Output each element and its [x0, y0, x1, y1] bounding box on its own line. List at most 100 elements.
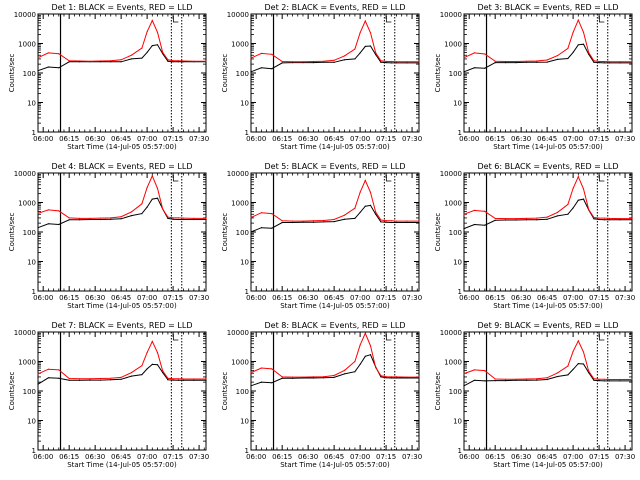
lld-point	[193, 217, 195, 219]
events-point	[395, 221, 398, 224]
events-point	[130, 375, 133, 377]
lld-point	[354, 360, 356, 363]
panel-title: Det 4: BLACK = Events, RED = LLD	[52, 162, 193, 171]
events-point	[312, 221, 314, 223]
events-point	[515, 62, 517, 64]
lld-point	[603, 60, 605, 63]
events-point	[631, 380, 633, 382]
events-point	[418, 377, 420, 379]
x-tick-label: 06:15	[59, 453, 79, 461]
events-point	[58, 377, 60, 379]
lld-point	[536, 217, 538, 219]
events-point	[193, 379, 195, 381]
lld-point	[130, 211, 133, 213]
x-tick-label: 06:15	[272, 453, 292, 461]
y-tick-label: 1	[245, 288, 249, 296]
lld-point	[515, 378, 517, 380]
events-point	[484, 224, 486, 226]
lld-point	[390, 60, 392, 63]
x-axis-label: Start Time (14-Jul-05 05:57:00)	[493, 461, 603, 469]
y-tick-label: 10	[453, 259, 462, 267]
lld-series-line	[250, 19, 419, 63]
x-tick-label: 06:45	[537, 294, 557, 302]
lld-point	[333, 374, 335, 377]
lld-point	[68, 217, 70, 219]
events-point	[567, 374, 569, 376]
events-point	[271, 227, 273, 229]
y-tick-label: 1000	[18, 200, 36, 208]
lld-point	[333, 59, 335, 61]
panel-title: Det 7: BLACK = Events, RED = LLD	[52, 321, 193, 330]
y-tick-label: 100	[23, 70, 36, 78]
events-point	[364, 205, 366, 207]
events-point	[484, 380, 486, 382]
lld-point	[110, 217, 112, 219]
x-axis-label: Start Time (14-Jul-05 05:57:00)	[493, 302, 603, 310]
lld-point	[494, 60, 496, 62]
y-tick-label: 10	[27, 259, 36, 267]
events-point	[473, 223, 475, 226]
y-axis-label: Counts/sec	[221, 54, 229, 93]
x-tick-label: 07:00	[350, 135, 370, 143]
events-point	[167, 60, 169, 62]
lld-point	[172, 60, 174, 62]
x-tick-label: 06:45	[111, 294, 131, 302]
events-point	[390, 62, 392, 64]
events-point	[364, 355, 366, 357]
x-tick-label: 06:30	[298, 453, 318, 461]
events-point	[603, 380, 605, 382]
lld-point	[162, 208, 164, 210]
events-point	[369, 45, 372, 47]
events-series-line	[463, 43, 632, 73]
events-point	[162, 372, 164, 374]
events-point	[172, 218, 174, 220]
x-tick-label: 07:00	[137, 453, 157, 461]
lld-point	[631, 218, 633, 220]
x-tick-label: 07:30	[615, 135, 635, 143]
lld-series-line	[463, 18, 632, 63]
events-point	[536, 61, 538, 63]
detector-panel: Det 8: BLACK = Events, RED = LLD 1 10 100 10…	[221, 321, 422, 469]
events-point	[505, 62, 507, 64]
events-point	[582, 363, 585, 365]
y-tick-label: 1000	[18, 41, 36, 49]
events-point	[172, 61, 174, 63]
events-point	[463, 228, 465, 230]
lld-point	[418, 220, 420, 222]
lld-point	[302, 376, 304, 378]
events-point	[375, 213, 377, 215]
lld-point	[323, 376, 325, 378]
lld-point	[619, 218, 621, 220]
x-axis-label: Start Time (14-Jul-05 05:57:00)	[280, 461, 390, 469]
lld-point	[58, 210, 60, 212]
x-tick-label: 07:30	[402, 453, 422, 461]
panel-title: Det 9: BLACK = Events, RED = LLD	[478, 321, 619, 330]
lld-point	[151, 175, 153, 177]
events-point	[546, 61, 548, 63]
y-tick-label: 1	[458, 288, 462, 296]
lld-point	[536, 378, 538, 380]
events-point	[369, 204, 372, 206]
lld-point	[292, 61, 294, 63]
x-tick-label: 06:15	[485, 453, 505, 461]
events-point	[130, 215, 133, 217]
lld-point	[598, 60, 600, 63]
lld-point	[572, 31, 574, 33]
events-point	[619, 219, 621, 221]
events-point	[619, 380, 621, 382]
x-axis-label: Start Time (14-Jul-05 05:57:00)	[280, 143, 390, 151]
lld-point	[577, 176, 579, 178]
lld-point	[177, 60, 179, 62]
lld-point	[79, 60, 81, 62]
events-point	[369, 354, 372, 356]
lld-point	[281, 220, 283, 222]
events-point	[406, 62, 408, 64]
lld-point	[375, 52, 377, 54]
events-point	[608, 219, 611, 221]
panel-title: Det 2: BLACK = Events, RED = LLD	[265, 3, 406, 12]
events-point	[463, 71, 465, 73]
lld-point	[110, 60, 112, 62]
x-tick-label: 07:30	[189, 453, 209, 461]
events-point	[110, 61, 112, 63]
events-point	[343, 218, 346, 220]
